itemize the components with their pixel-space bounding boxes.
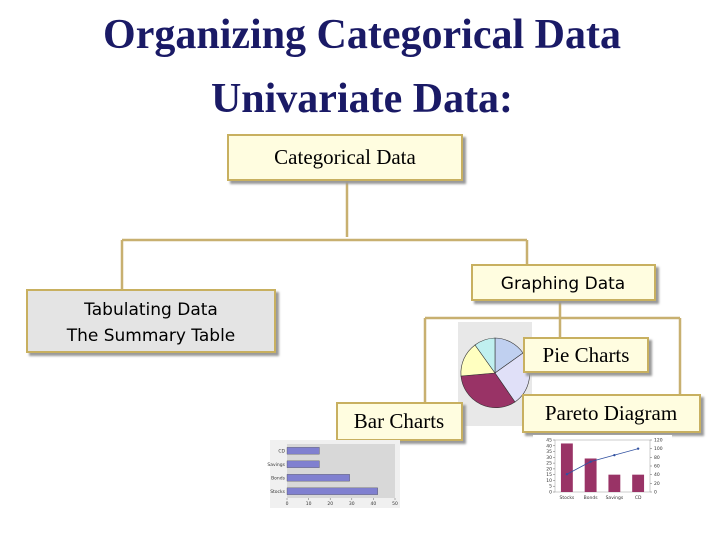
category-label: CD bbox=[278, 448, 285, 454]
graphing-node: Graphing Data bbox=[471, 264, 656, 301]
category-label: Stocks bbox=[559, 495, 574, 501]
pie-node: Pie Charts bbox=[523, 337, 649, 373]
bar bbox=[560, 443, 573, 492]
category-label: Bonds bbox=[584, 495, 599, 501]
node-box bbox=[471, 264, 656, 301]
y-tick-label: 45 bbox=[546, 438, 552, 444]
y-tick-label: 10 bbox=[546, 478, 552, 484]
node-box bbox=[26, 289, 276, 353]
node-label: Pie Charts bbox=[543, 343, 630, 367]
x-tick-label: 30 bbox=[349, 501, 355, 507]
cumulative-point bbox=[565, 473, 569, 476]
y-tick-label: 0 bbox=[549, 490, 552, 496]
category-label: Savings bbox=[267, 462, 285, 468]
cumulative-point bbox=[589, 460, 592, 463]
y2-tick-label: 0 bbox=[654, 490, 657, 496]
bar bbox=[286, 447, 320, 455]
y-tick-label: 15 bbox=[546, 472, 552, 478]
category-label: Bonds bbox=[271, 475, 286, 481]
y2-tick-label: 60 bbox=[654, 464, 660, 470]
y2-tick-label: 80 bbox=[654, 455, 660, 461]
y2-tick-label: 40 bbox=[654, 472, 660, 478]
category-label: Stocks bbox=[270, 489, 285, 495]
cumulative-point bbox=[613, 453, 616, 457]
category-label: CD bbox=[635, 495, 642, 501]
tabulating-node: Tabulating Data The Summary Table bbox=[26, 289, 276, 353]
bar bbox=[584, 458, 597, 492]
bar bbox=[608, 474, 621, 492]
bar bbox=[286, 460, 320, 468]
node-label: Tabulating Data bbox=[83, 300, 218, 320]
bar bbox=[286, 474, 350, 482]
pie-slice bbox=[474, 337, 496, 374]
node-box bbox=[523, 337, 649, 373]
pareto-node: Pareto Diagram bbox=[522, 394, 701, 433]
title: Organizing Categorical Data bbox=[103, 12, 621, 58]
connectors bbox=[120, 180, 682, 402]
category-label: Savings bbox=[606, 495, 624, 501]
node-box bbox=[522, 394, 701, 433]
pie-slice bbox=[460, 372, 516, 408]
y-tick-label: 35 bbox=[546, 449, 552, 455]
y-tick-label: 5 bbox=[549, 484, 552, 490]
node-label: Categorical Data bbox=[274, 145, 416, 169]
x-tick-label: 20 bbox=[327, 501, 333, 507]
bar bbox=[286, 487, 378, 495]
y2-tick-label: 100 bbox=[654, 446, 663, 452]
cumulative-point bbox=[636, 447, 640, 450]
connector bbox=[423, 300, 682, 402]
node-label: The Summary Table bbox=[66, 326, 236, 346]
node-label: Graphing Data bbox=[501, 274, 625, 294]
cumulative-line bbox=[566, 448, 639, 475]
node-label: Pareto Diagram bbox=[545, 401, 677, 425]
node-box bbox=[227, 134, 463, 181]
x-tick-label: 50 bbox=[392, 501, 398, 507]
title: Univariate Data: bbox=[211, 76, 513, 122]
node-label: Bar Charts bbox=[354, 409, 444, 433]
bar bbox=[632, 474, 645, 492]
x-tick-label: 0 bbox=[286, 501, 289, 507]
y2-tick-label: 20 bbox=[654, 481, 660, 487]
connector bbox=[120, 180, 529, 290]
x-tick-label: 40 bbox=[371, 501, 377, 507]
thumbnail-bg bbox=[533, 435, 672, 503]
x-tick-label: 10 bbox=[306, 501, 312, 507]
root-node: Categorical Data bbox=[227, 134, 463, 181]
bar-node: Bar Charts bbox=[336, 402, 463, 441]
y2-tick-label: 120 bbox=[654, 438, 663, 444]
y-tick-label: 20 bbox=[546, 466, 552, 472]
pie-thumbnail bbox=[458, 322, 532, 426]
y-tick-label: 25 bbox=[546, 461, 552, 467]
y-tick-label: 40 bbox=[546, 443, 552, 449]
y-tick-label: 30 bbox=[546, 455, 552, 461]
